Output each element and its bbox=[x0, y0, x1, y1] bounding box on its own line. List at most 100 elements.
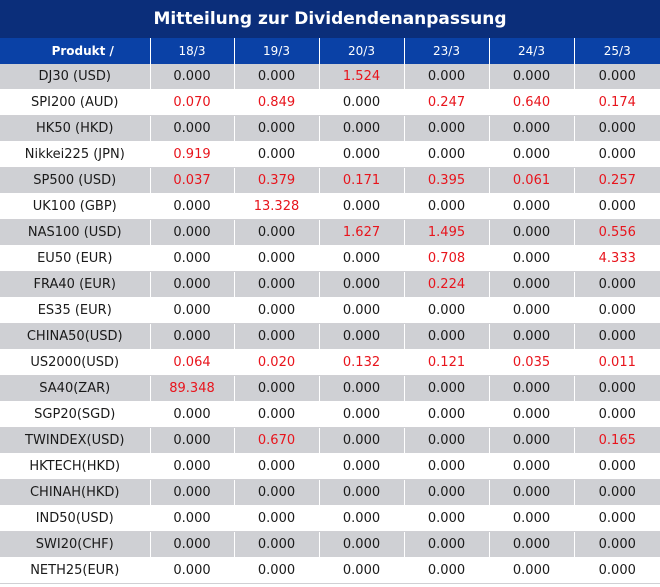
value-cell: 0.174 bbox=[574, 90, 660, 116]
value-cell: 0.000 bbox=[234, 246, 319, 272]
value-cell: 0.708 bbox=[404, 246, 489, 272]
value-cell: 0.000 bbox=[319, 376, 404, 402]
value-cell: 0.000 bbox=[489, 532, 574, 558]
value-cell: 0.000 bbox=[234, 532, 319, 558]
value-cell: 0.000 bbox=[489, 506, 574, 532]
value-cell: 0.257 bbox=[574, 168, 660, 194]
value-cell: 0.000 bbox=[489, 324, 574, 350]
value-cell: 0.395 bbox=[404, 168, 489, 194]
value-cell: 0.000 bbox=[489, 246, 574, 272]
value-cell: 0.000 bbox=[234, 64, 319, 90]
value-cell: 0.000 bbox=[404, 480, 489, 506]
value-cell: 0.000 bbox=[319, 298, 404, 324]
value-cell: 0.000 bbox=[404, 454, 489, 480]
product-cell: EU50 (EUR) bbox=[0, 246, 150, 272]
table-row: SWI20(CHF) 0.000 0.000 0.000 0.000 0.000 0.000 bbox=[0, 532, 660, 558]
value-cell: 0.064 bbox=[150, 350, 234, 376]
value-cell: 0.000 bbox=[319, 454, 404, 480]
value-cell: 0.000 bbox=[319, 428, 404, 454]
value-cell: 0.000 bbox=[489, 116, 574, 142]
value-cell: 0.000 bbox=[489, 298, 574, 324]
product-cell: NAS100 (USD) bbox=[0, 220, 150, 246]
value-cell: 0.000 bbox=[150, 428, 234, 454]
value-cell: 0.035 bbox=[489, 350, 574, 376]
value-cell: 0.000 bbox=[150, 480, 234, 506]
table-row: SP500 (USD) 0.037 0.379 0.171 0.395 0.061 0.25… bbox=[0, 168, 660, 194]
value-cell: 0.000 bbox=[404, 506, 489, 532]
value-cell: 0.000 bbox=[574, 272, 660, 298]
table-row: ES35 (EUR) 0.000 0.000 0.000 0.000 0.000 0.000 bbox=[0, 298, 660, 324]
value-cell: 0.000 bbox=[234, 480, 319, 506]
table-row: HK50 (HKD) 0.000 0.000 0.000 0.000 0.000 0.000 bbox=[0, 116, 660, 142]
header-row: Produkt / 18/3 19/3 20/3 23/3 24/3 25/3 bbox=[0, 38, 660, 64]
value-cell: 0.000 bbox=[150, 246, 234, 272]
value-cell: 0.000 bbox=[150, 558, 234, 584]
value-cell: 0.000 bbox=[150, 506, 234, 532]
table-row: DJ30 (USD) 0.000 0.000 1.524 0.000 0.000 0.000 bbox=[0, 64, 660, 90]
column-header-date: 25/3 bbox=[574, 38, 660, 64]
value-cell: 0.000 bbox=[404, 64, 489, 90]
table-row: IND50(USD) 0.000 0.000 0.000 0.000 0.000 0.000 bbox=[0, 506, 660, 532]
value-cell: 0.000 bbox=[234, 558, 319, 584]
value-cell: 0.000 bbox=[404, 428, 489, 454]
table-row: SGP20(SGD) 0.000 0.000 0.000 0.000 0.000 0.000 bbox=[0, 402, 660, 428]
value-cell: 0.000 bbox=[404, 298, 489, 324]
value-cell: 0.000 bbox=[319, 142, 404, 168]
column-header-product: Produkt / bbox=[0, 38, 150, 64]
product-cell: NETH25(EUR) bbox=[0, 558, 150, 584]
value-cell: 0.000 bbox=[319, 324, 404, 350]
product-cell: HK50 (HKD) bbox=[0, 116, 150, 142]
value-cell: 0.000 bbox=[319, 116, 404, 142]
table-row: HKTECH(HKD) 0.000 0.000 0.000 0.000 0.000 0.00… bbox=[0, 454, 660, 480]
value-cell: 0.000 bbox=[150, 454, 234, 480]
page-title: Mitteilung zur Dividendenanpassung bbox=[0, 0, 660, 38]
product-cell: SGP20(SGD) bbox=[0, 402, 150, 428]
value-cell: 13.328 bbox=[234, 194, 319, 220]
value-cell: 0.000 bbox=[319, 194, 404, 220]
value-cell: 0.247 bbox=[404, 90, 489, 116]
value-cell: 0.000 bbox=[574, 402, 660, 428]
value-cell: 0.000 bbox=[404, 142, 489, 168]
table-body: DJ30 (USD) 0.000 0.000 1.524 0.000 0.000 0.000… bbox=[0, 64, 660, 584]
value-cell: 0.000 bbox=[234, 298, 319, 324]
value-cell: 0.000 bbox=[574, 532, 660, 558]
product-cell: IND50(USD) bbox=[0, 506, 150, 532]
value-cell: 0.000 bbox=[234, 402, 319, 428]
column-header-date: 20/3 bbox=[319, 38, 404, 64]
value-cell: 0.000 bbox=[574, 454, 660, 480]
table-row: NAS100 (USD) 0.000 0.000 1.627 1.495 0.000 0.5… bbox=[0, 220, 660, 246]
value-cell: 1.627 bbox=[319, 220, 404, 246]
value-cell: 0.020 bbox=[234, 350, 319, 376]
product-cell: FRA40 (EUR) bbox=[0, 272, 150, 298]
value-cell: 0.000 bbox=[234, 454, 319, 480]
value-cell: 0.037 bbox=[150, 168, 234, 194]
value-cell: 0.132 bbox=[319, 350, 404, 376]
product-cell: HKTECH(HKD) bbox=[0, 454, 150, 480]
value-cell: 0.165 bbox=[574, 428, 660, 454]
value-cell: 0.000 bbox=[234, 272, 319, 298]
value-cell: 0.000 bbox=[489, 402, 574, 428]
value-cell: 0.000 bbox=[319, 506, 404, 532]
table-row: UK100 (GBP) 0.000 13.328 0.000 0.000 0.000 0.0… bbox=[0, 194, 660, 220]
value-cell: 0.011 bbox=[574, 350, 660, 376]
value-cell: 0.000 bbox=[319, 272, 404, 298]
value-cell: 0.000 bbox=[150, 116, 234, 142]
product-cell: ES35 (EUR) bbox=[0, 298, 150, 324]
product-cell: CHINA50(USD) bbox=[0, 324, 150, 350]
value-cell: 0.849 bbox=[234, 90, 319, 116]
value-cell: 0.000 bbox=[319, 558, 404, 584]
value-cell: 0.000 bbox=[574, 116, 660, 142]
value-cell: 1.524 bbox=[319, 64, 404, 90]
value-cell: 0.000 bbox=[574, 506, 660, 532]
value-cell: 0.000 bbox=[150, 402, 234, 428]
table-row: US2000(USD) 0.064 0.020 0.132 0.121 0.035 0.01… bbox=[0, 350, 660, 376]
value-cell: 0.000 bbox=[404, 558, 489, 584]
value-cell: 0.000 bbox=[150, 64, 234, 90]
value-cell: 0.000 bbox=[319, 402, 404, 428]
value-cell: 0.000 bbox=[150, 220, 234, 246]
column-header-date: 18/3 bbox=[150, 38, 234, 64]
value-cell: 0.000 bbox=[574, 194, 660, 220]
value-cell: 89.348 bbox=[150, 376, 234, 402]
value-cell: 0.000 bbox=[574, 480, 660, 506]
value-cell: 0.000 bbox=[489, 64, 574, 90]
